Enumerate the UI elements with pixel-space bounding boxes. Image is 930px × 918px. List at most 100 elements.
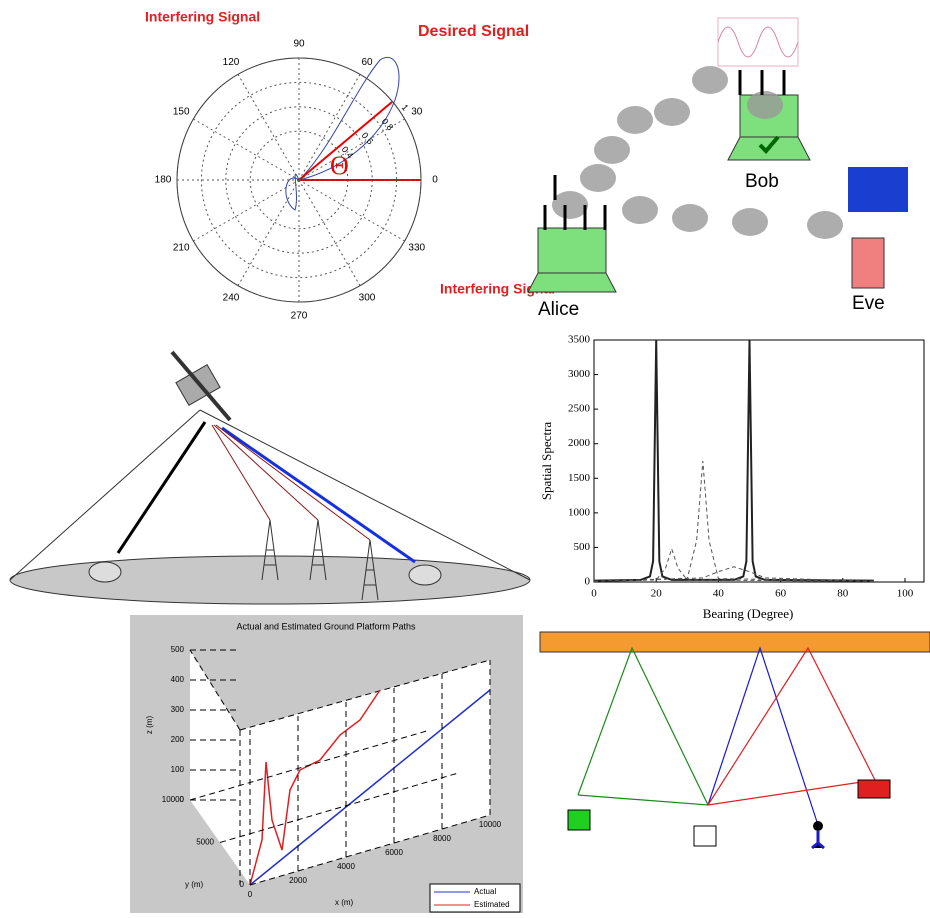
white-node	[694, 826, 716, 846]
y-tick-label: 10000	[162, 795, 185, 804]
x-tick-label: 80	[837, 588, 849, 600]
green-node	[568, 810, 590, 830]
label: Eve	[852, 293, 885, 314]
cloud	[617, 106, 653, 134]
angle-grid	[299, 180, 360, 286]
y-tick-label: 0	[240, 880, 245, 889]
y-tick-label: 2000	[568, 437, 591, 449]
rays	[578, 648, 875, 825]
x-tick-label: 6000	[385, 848, 403, 857]
x-tick-label: 20	[651, 588, 663, 600]
satellite-panel	[10, 352, 530, 604]
spectrum-line	[594, 340, 874, 581]
cloud	[692, 66, 728, 94]
cloud	[580, 164, 616, 192]
x-tick-label: 60	[775, 588, 787, 600]
x-tick-label: 8000	[433, 834, 451, 843]
y-tick-label: 3000	[568, 368, 591, 380]
dish	[89, 562, 121, 582]
y-tick-label: 1500	[568, 472, 591, 484]
angle-label: 90	[293, 39, 305, 50]
cloud	[672, 204, 708, 232]
collage: Interfering Signal Desired Signal Interf…	[0, 0, 930, 913]
radial-label: 1	[400, 102, 411, 112]
downlink	[118, 422, 205, 553]
z-tick-label: 300	[171, 705, 185, 714]
y-tick-label: 0	[585, 576, 591, 588]
z-tick-label: 500	[171, 645, 185, 654]
car	[858, 780, 890, 798]
x-tick-label: 4000	[337, 862, 355, 871]
y-tick-label: 5000	[196, 838, 214, 847]
multipath-panel	[540, 632, 930, 848]
plot-frame	[594, 340, 924, 582]
ceiling	[540, 632, 930, 652]
angle-grid	[193, 180, 299, 241]
angle-label: 210	[173, 243, 190, 254]
y-tick-label: 2500	[568, 403, 591, 415]
person	[813, 821, 823, 831]
x-tick-label: 0	[591, 588, 597, 600]
polar-panel: Interfering Signal Desired Signal Interf…	[145, 9, 555, 322]
cloud	[622, 196, 658, 224]
cloud	[807, 211, 843, 239]
spectrum-line	[594, 549, 874, 581]
dish	[409, 565, 441, 585]
x-label: Bearing (Degree)	[703, 606, 794, 621]
y-tick-label: 3500	[568, 334, 591, 346]
angle-grid	[299, 180, 405, 241]
label: Bob	[745, 171, 779, 192]
y-tick-label: 1000	[568, 506, 591, 518]
legend-label: Actual	[474, 887, 496, 896]
beam-pattern	[286, 57, 399, 210]
angle-label: 270	[291, 311, 308, 322]
cone	[10, 410, 200, 580]
x-tick-label: 10000	[479, 820, 502, 829]
x-tick-label: 100	[897, 588, 914, 600]
y-tick-label: 500	[574, 541, 591, 553]
angle-label: 300	[359, 292, 376, 303]
sine	[718, 27, 798, 57]
paths3d-panel: Actual and Estimated Ground Platform Pat…	[130, 615, 523, 913]
z-tick-label: 200	[171, 735, 185, 744]
spectrum-panel: Bearing (Degree) Spatial Spectra 0 20 40 60…	[539, 334, 924, 621]
tower-links	[212, 425, 370, 540]
angle-label: 180	[155, 175, 172, 186]
y-label: y (m)	[185, 880, 204, 889]
z-tick-label: 100	[171, 765, 185, 774]
radial-label: 0.6	[360, 130, 376, 146]
person-body	[812, 831, 824, 848]
cone	[200, 410, 530, 580]
z-tick-label: 400	[171, 675, 185, 684]
spectrum-line	[594, 461, 874, 581]
x-tick-label: 40	[713, 588, 725, 600]
y-label: Spatial Spectra	[539, 422, 554, 501]
angle-label: 330	[408, 243, 425, 254]
cloud	[747, 91, 783, 119]
alice-laptop	[538, 228, 606, 273]
ground	[10, 556, 530, 604]
angle-grid	[193, 119, 299, 180]
angle-label: 60	[361, 57, 373, 68]
x-tick-label: 2000	[289, 876, 307, 885]
uplink	[222, 428, 415, 562]
title: Actual and Estimated Ground Platform Pat…	[236, 621, 416, 631]
cloud	[594, 136, 630, 164]
angle-grid	[238, 74, 299, 180]
cloud	[654, 98, 690, 126]
radial-label: 0.8	[380, 116, 396, 132]
legend-label: Estimated	[474, 900, 510, 909]
angle-label: 240	[223, 292, 240, 303]
label: Interfering Signal	[145, 9, 260, 25]
x-label: x (m)	[335, 898, 354, 907]
label: Alice	[538, 299, 579, 320]
angle-label: 30	[411, 107, 423, 118]
z-label: z (m)	[145, 716, 154, 735]
x-tick-label: 0	[248, 890, 253, 899]
angle-label: 120	[223, 57, 240, 68]
eve-device	[852, 238, 884, 288]
angle-label: 0	[432, 175, 438, 186]
alice-keyboard	[528, 273, 616, 292]
cloud	[732, 208, 768, 236]
angle-label: 150	[173, 107, 190, 118]
